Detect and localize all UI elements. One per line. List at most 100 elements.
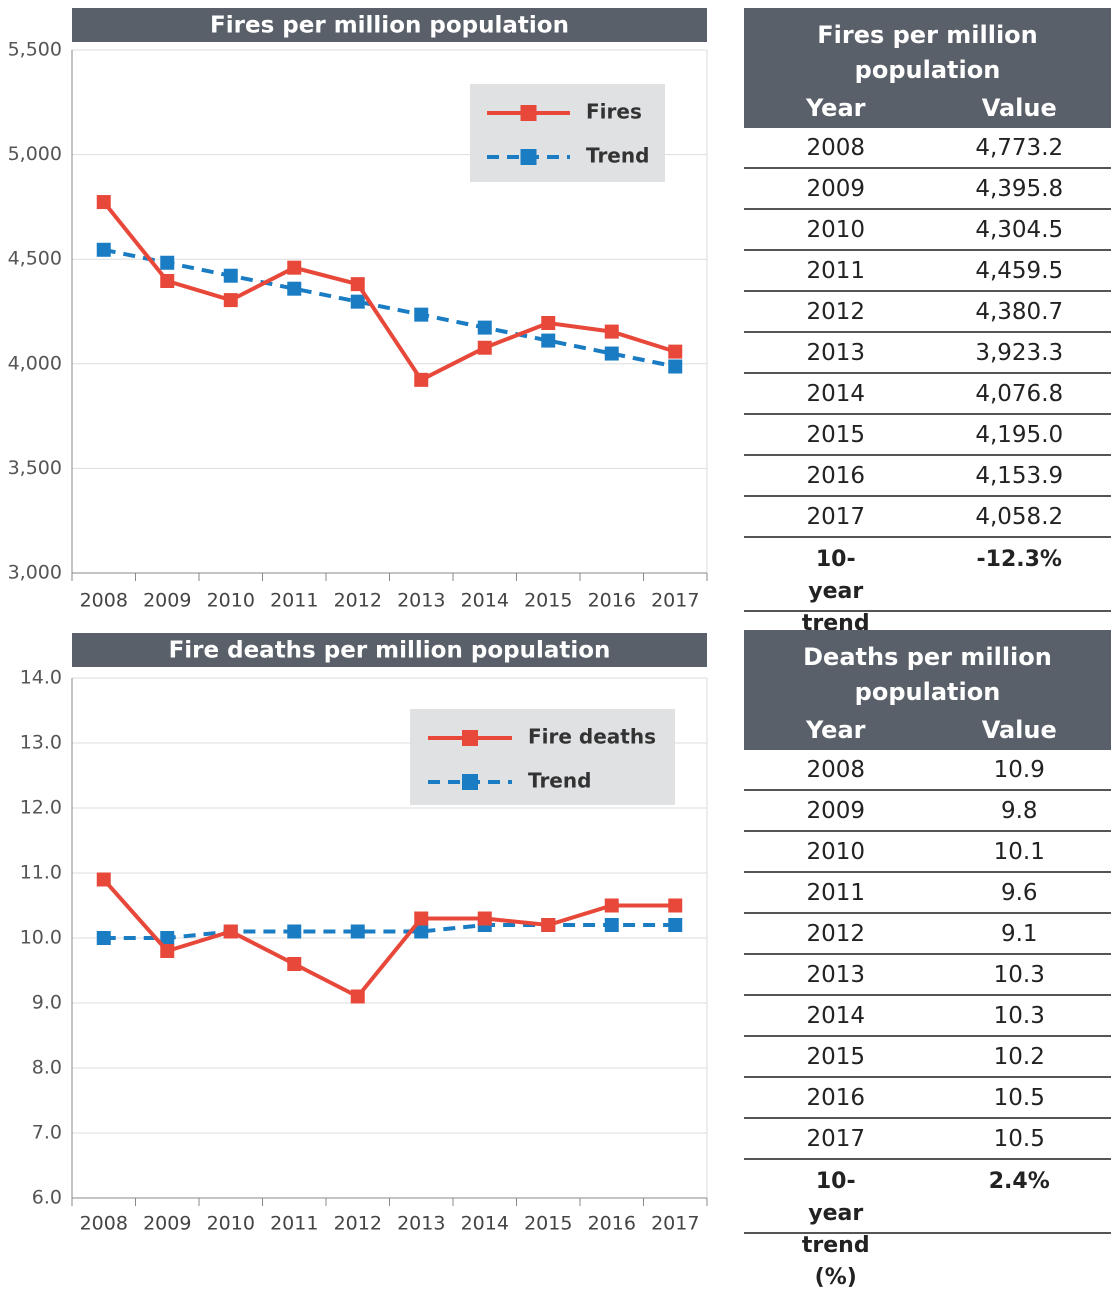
chart-title: Fire deaths per million population	[169, 638, 611, 664]
table-cell: 2010	[744, 217, 928, 243]
y-tick-label: 6.0	[32, 1187, 62, 1209]
point-marker	[224, 269, 238, 283]
point-marker	[97, 873, 111, 887]
x-tick-label: 2015	[524, 1213, 572, 1235]
table-cell: 2015	[744, 1044, 928, 1070]
x-tick-label: 2008	[80, 590, 128, 612]
legend-label: Fires	[586, 100, 642, 124]
y-tick-label: 11.0	[20, 862, 62, 884]
x-tick-label: 2011	[270, 590, 318, 612]
series-line	[104, 250, 676, 367]
point-marker	[160, 274, 174, 288]
point-marker	[605, 347, 619, 361]
y-tick-label: 10.0	[20, 927, 62, 949]
legend-marker	[521, 149, 537, 165]
x-tick-label: 2012	[334, 1213, 382, 1235]
point-marker	[351, 925, 365, 939]
x-tick-label: 2017	[651, 1213, 699, 1235]
y-tick-label: 5,000	[8, 143, 62, 165]
table-cell: 4,076.8	[928, 381, 1111, 407]
point-marker	[224, 293, 238, 307]
table-cell: 2008	[744, 757, 928, 783]
table-cell: 4,773.2	[928, 135, 1111, 161]
x-tick-label: 2016	[588, 590, 636, 612]
chart-title: Fires per million population	[210, 13, 569, 39]
point-marker	[160, 256, 174, 270]
table-cell: 10.1	[928, 839, 1111, 865]
table-cell: 10.3	[928, 962, 1111, 988]
x-tick-label: 2017	[651, 590, 699, 612]
point-marker	[605, 325, 619, 339]
point-marker	[351, 295, 365, 309]
table-cell: 2017	[744, 504, 928, 530]
table-cell: 2009	[744, 798, 928, 824]
point-marker	[97, 243, 111, 257]
point-marker	[287, 261, 301, 275]
y-tick-label: 13.0	[20, 732, 62, 754]
column-header: Value	[928, 716, 1111, 744]
y-tick-label: 4,500	[8, 248, 62, 270]
table-cell: 9.8	[928, 798, 1111, 824]
point-marker	[97, 195, 111, 209]
column-header: Value	[928, 94, 1111, 122]
legend-marker	[462, 774, 478, 790]
y-tick-label: 8.0	[32, 1057, 62, 1079]
y-tick-label: 3,500	[8, 457, 62, 479]
table-cell: 10.3	[928, 1003, 1111, 1029]
table-cell: 2015	[744, 422, 928, 448]
point-marker	[351, 990, 365, 1004]
table-cell: 10.2	[928, 1044, 1111, 1070]
table-cell: 2013	[744, 340, 928, 366]
x-tick-label: 2010	[207, 1213, 255, 1235]
table-cell: 2016	[744, 1085, 928, 1111]
footer-cell: -12.3%	[928, 544, 1111, 610]
point-marker	[541, 316, 555, 330]
table-footer: 10-year trend (%)-12.3%	[744, 538, 1111, 612]
point-marker	[224, 925, 238, 939]
table-cell: 2012	[744, 921, 928, 947]
point-marker	[478, 321, 492, 335]
point-marker	[668, 918, 682, 932]
y-tick-label: 7.0	[32, 1122, 62, 1144]
table-cell: 2017	[744, 1126, 928, 1152]
x-tick-label: 2011	[270, 1213, 318, 1235]
point-marker	[541, 334, 555, 348]
point-marker	[414, 308, 428, 322]
series-line	[104, 202, 676, 380]
table-footer: 10-year trend (%)2.4%	[744, 1160, 1111, 1234]
legend-marker	[462, 730, 478, 746]
series-line	[104, 925, 676, 938]
point-marker	[287, 925, 301, 939]
legend-label: Trend	[586, 144, 649, 168]
table-cell: 2008	[744, 135, 928, 161]
point-marker	[160, 944, 174, 958]
table-cell: 2011	[744, 258, 928, 284]
x-tick-label: 2013	[397, 590, 445, 612]
table-cell: 4,304.5	[928, 217, 1111, 243]
table-title: Deaths per million population	[744, 630, 1111, 710]
table-cell: 10.5	[928, 1085, 1111, 1111]
table-cell: 2016	[744, 463, 928, 489]
point-marker	[351, 277, 365, 291]
x-tick-label: 2015	[524, 590, 572, 612]
point-marker	[605, 899, 619, 913]
point-marker	[605, 918, 619, 932]
footer-cell: 10-year trend (%)	[744, 544, 928, 610]
